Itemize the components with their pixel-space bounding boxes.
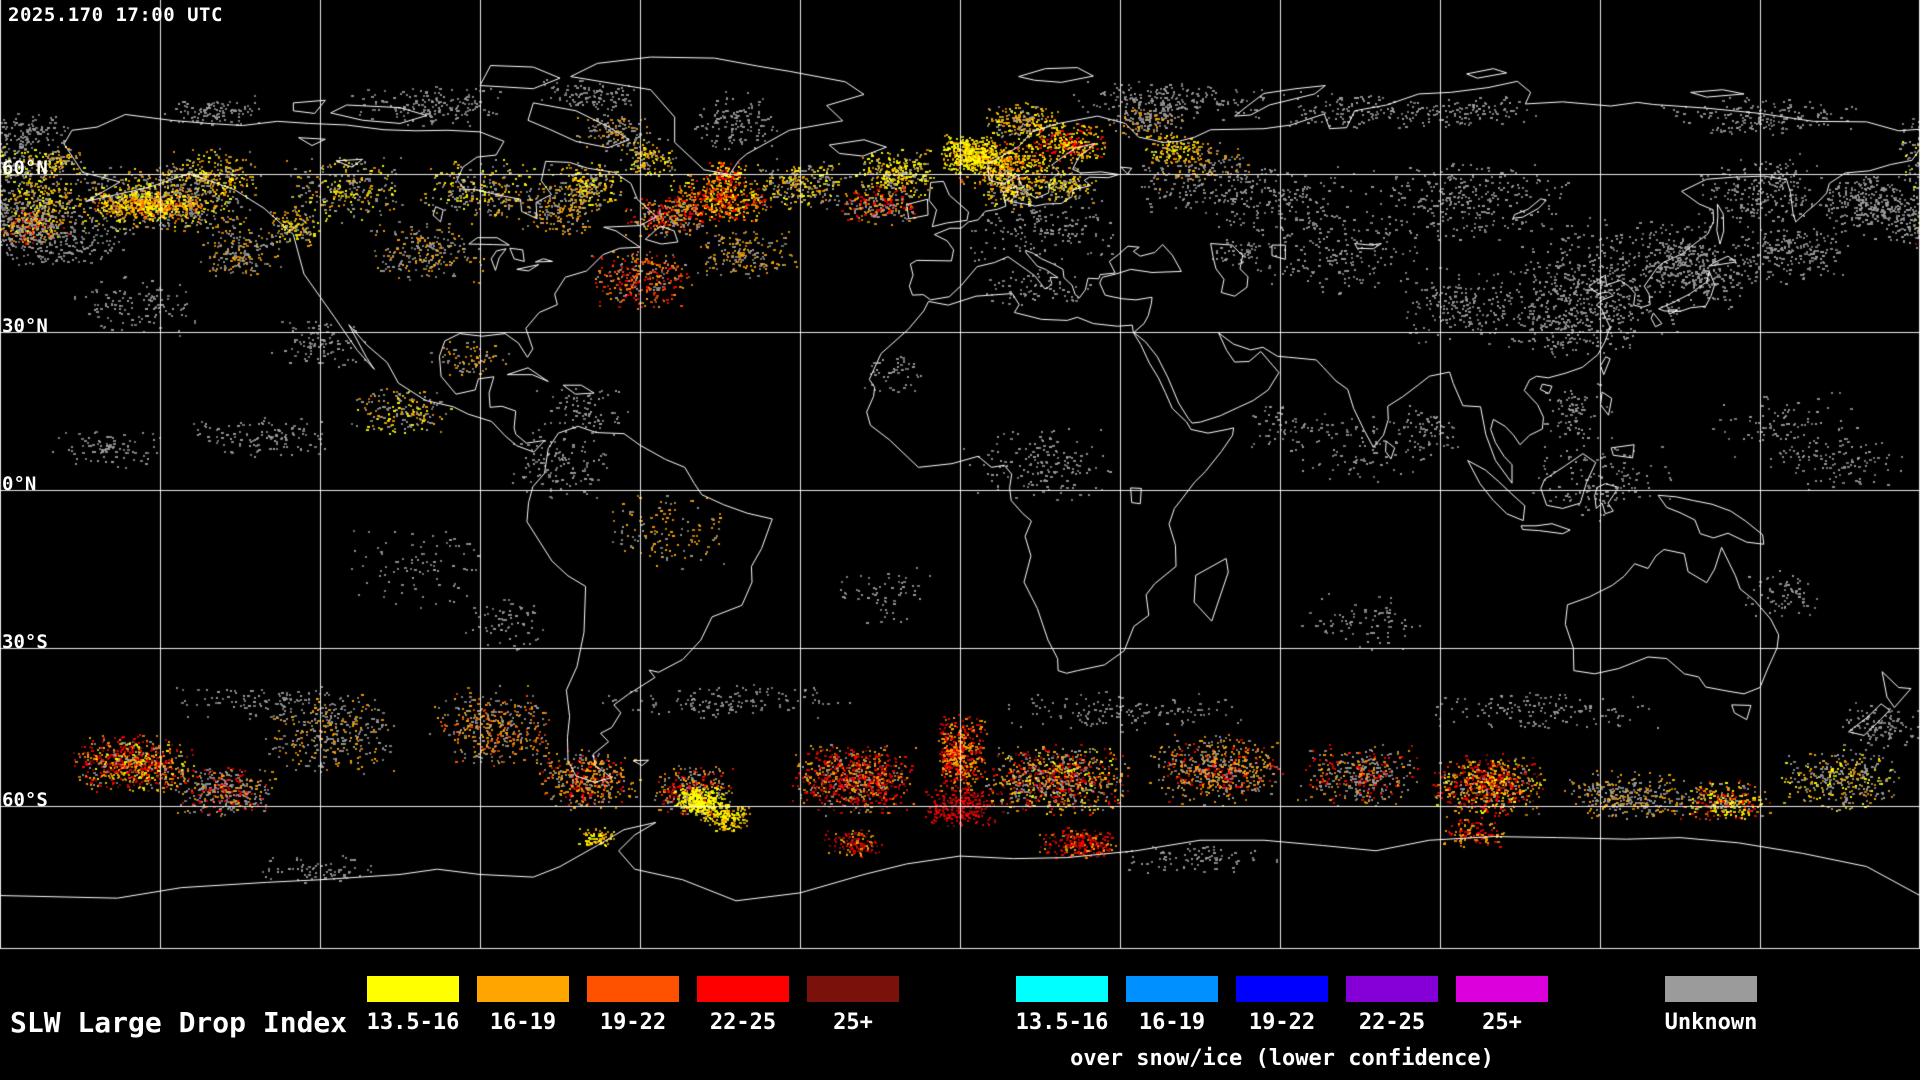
legend-swatch-snow-5 [1456,976,1548,1002]
legend-swatch-std-1 [367,976,459,1002]
legend-title: SLW Large Drop Index [10,1006,348,1039]
legend-label-snow-3: 19-22 [1248,1010,1316,1035]
legend-label-std-5: 25+ [833,1010,873,1035]
legend-label-snow-4: 22-25 [1358,1010,1426,1035]
legend-swatch-std-2 [477,976,569,1002]
timestamp: 2025.170 17:00 UTC [8,4,223,26]
legend-swatch-unknown [1665,976,1757,1002]
legend-swatch-std-3 [587,976,679,1002]
legend-swatch-snow-3 [1236,976,1328,1002]
legend-label-snow-1: 13.5-16 [1015,1010,1109,1035]
lat-label-30n: 30°N [2,314,48,337]
legend-caption-snow-ice: over snow/ice (lower confidence) [1070,1046,1494,1071]
legend-label-std-4: 22-25 [709,1010,777,1035]
lat-label-0n: 0°N [2,473,37,495]
lat-label-60n: 60°N [2,156,48,179]
legend-label-snow-2: 16-19 [1138,1010,1206,1035]
legend-swatch-snow-1 [1016,976,1108,1002]
legend-label-std-2: 16-19 [489,1010,557,1035]
lat-label-60s: 60°S [2,789,48,811]
legend-label-std-1: 13.5-16 [366,1010,460,1035]
lat-label-30s: 30°S [2,631,48,653]
legend-swatch-snow-4 [1346,976,1438,1002]
legend-label-std-3: 19-22 [599,1010,667,1035]
legend-label-unknown: Unknown [1664,1010,1758,1035]
legend-swatch-snow-2 [1126,976,1218,1002]
legend-swatch-std-4 [697,976,789,1002]
legend-swatch-std-5 [807,976,899,1002]
legend-label-snow-5: 25+ [1482,1010,1522,1035]
